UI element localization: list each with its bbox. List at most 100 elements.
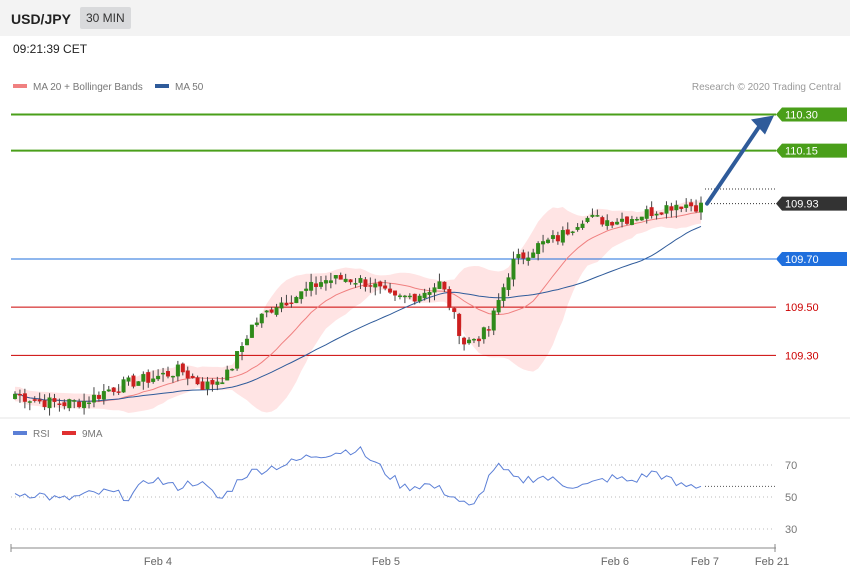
- level-tags: 110.30 110.15 109.93 109.70 109.50 109.30: [776, 107, 847, 362]
- candle: [353, 278, 358, 288]
- candle: [284, 294, 289, 306]
- candle: [407, 293, 412, 300]
- candle: [343, 273, 348, 283]
- candle: [442, 281, 447, 292]
- candle: [531, 248, 536, 258]
- x-tick-label: Feb 7: [691, 556, 719, 568]
- candle: [126, 375, 131, 386]
- candle: [388, 282, 393, 294]
- projection-arrow-shaft: [705, 120, 764, 206]
- legend-swatch-9ma: [62, 431, 76, 435]
- candle: [546, 237, 551, 244]
- candle: [27, 400, 32, 411]
- candle: [629, 215, 634, 226]
- bollinger-band-area: [15, 199, 701, 413]
- candle: [12, 391, 17, 400]
- timeframe-button[interactable]: 30 MIN: [80, 7, 131, 29]
- candle: [511, 251, 516, 287]
- ma20-line: [14, 211, 702, 403]
- candle: [610, 221, 615, 229]
- level-tag: [776, 196, 847, 211]
- moving-averages: [14, 211, 702, 403]
- level-tag: [776, 107, 847, 122]
- candle: [595, 209, 600, 217]
- candle: [52, 393, 57, 408]
- candle: [328, 272, 333, 289]
- candle: [585, 216, 590, 224]
- candle: [684, 198, 689, 212]
- candle: [96, 391, 101, 402]
- candle: [457, 312, 462, 345]
- symbol-title: USD/JPY: [11, 11, 71, 27]
- candle: [230, 368, 235, 372]
- rsi-line: [14, 445, 702, 506]
- candle: [402, 294, 407, 304]
- level-tag: [776, 143, 847, 158]
- header-bar: USD/JPY 30 MIN: [0, 0, 850, 36]
- candle: [101, 384, 106, 405]
- candle: [496, 293, 501, 315]
- candle: [560, 226, 565, 246]
- rsi-tick-label: 30: [785, 524, 797, 536]
- candle: [644, 205, 649, 224]
- candle: [67, 398, 72, 412]
- candle: [664, 201, 669, 219]
- candle: [165, 366, 170, 379]
- projection-arrow-head: [751, 115, 774, 135]
- projection-arrow: [705, 115, 774, 206]
- candle: [82, 393, 87, 415]
- candle: [378, 280, 383, 294]
- candle: [254, 317, 259, 327]
- candle: [526, 251, 531, 266]
- candle: [358, 275, 363, 289]
- candle: [565, 222, 570, 236]
- candle: [72, 399, 77, 409]
- candle: [87, 396, 92, 409]
- candle: [175, 360, 180, 382]
- candle: [57, 398, 62, 412]
- candle: [136, 381, 141, 386]
- legend-label-rsi: RSI: [33, 429, 50, 440]
- price-levels: [11, 113, 776, 356]
- candle: [452, 307, 457, 319]
- candle: [210, 378, 215, 392]
- candle: [259, 313, 264, 328]
- candle: [348, 279, 353, 285]
- candle: [323, 275, 328, 291]
- level-label: 109.93: [785, 199, 819, 211]
- level-tag: [776, 252, 847, 266]
- candle: [116, 384, 121, 395]
- candle: [679, 206, 684, 213]
- candle: [141, 371, 146, 390]
- x-tick-label: Feb 21: [755, 556, 789, 568]
- candle: [220, 376, 225, 385]
- legend-label-ma50: MA 50: [175, 82, 204, 93]
- candle: [501, 283, 506, 308]
- candle: [235, 351, 240, 371]
- candle: [397, 293, 402, 300]
- x-tick-label: Feb 5: [372, 556, 400, 568]
- candle: [615, 218, 620, 226]
- candle: [491, 308, 496, 336]
- candle: [437, 273, 442, 289]
- rsi-panel: 30 50 70: [11, 445, 797, 536]
- candle: [427, 287, 432, 303]
- candle: [462, 336, 467, 351]
- candle: [244, 335, 249, 346]
- candle: [506, 273, 511, 297]
- level-label: 109.70: [785, 254, 819, 266]
- candle: [674, 200, 679, 219]
- candle: [111, 386, 116, 396]
- candle: [333, 275, 338, 285]
- candle: [521, 249, 526, 265]
- candle: [318, 276, 323, 290]
- candle: [215, 376, 220, 391]
- candle: [299, 291, 304, 304]
- candle: [279, 297, 284, 313]
- candle: [146, 369, 151, 388]
- level-label: 110.15: [785, 146, 818, 158]
- candle: [200, 377, 205, 390]
- candle: [338, 272, 343, 280]
- candle: [580, 220, 585, 230]
